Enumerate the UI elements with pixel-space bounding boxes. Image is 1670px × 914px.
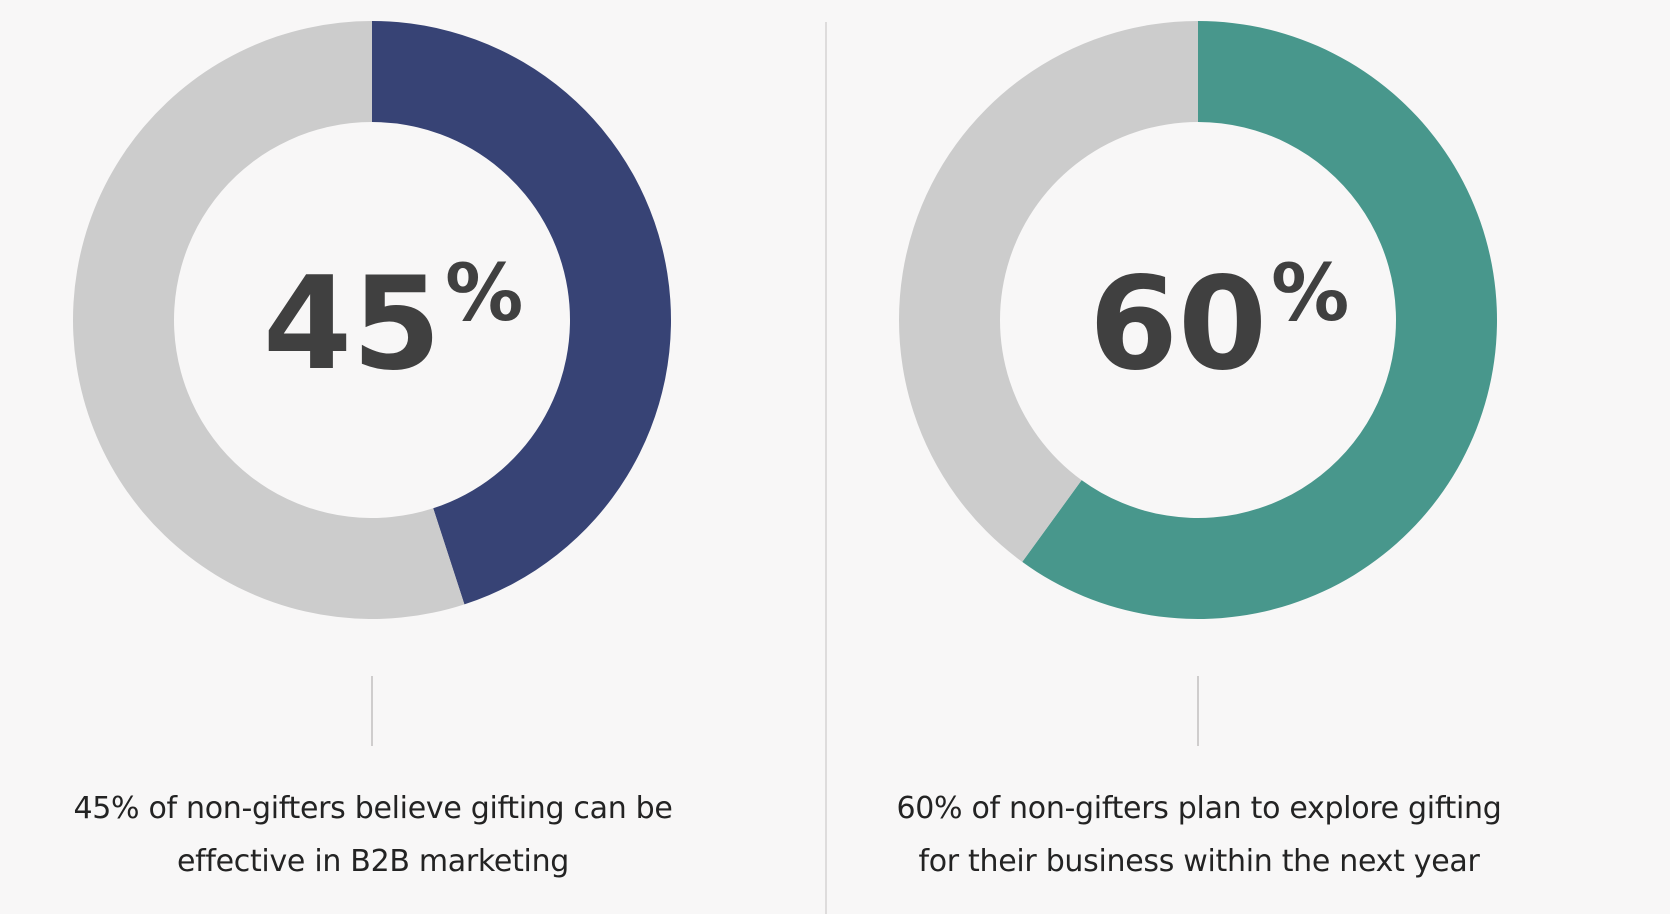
donut-slice-value [372,21,671,605]
panel-divider [825,22,827,914]
donut-chart-right: 60 % [899,21,1497,619]
center-unit: % [1271,249,1349,339]
chart-panel-right: 60 % 60% of non-gifters plan to explore … [826,0,1661,914]
center-value: 45 [263,250,441,399]
caption: 45% of non-gifters believe gifting can b… [0,782,753,888]
caption-line-2: for their business within the next year [918,844,1480,879]
donut-slice-value [1022,21,1497,619]
caption-line-1: 45% of non-gifters believe gifting can b… [73,791,673,826]
donut-slice-remainder [72,21,465,619]
caption-line-2: effective in B2B marketing [176,844,570,879]
center-value: 60 [1089,250,1267,399]
donut-slice-remainder [899,21,1198,562]
donut-chart-left: 45 % [72,21,671,619]
chart-panel-left: 45 % 45% of non-gifters believe gifting … [0,21,753,888]
center-unit: % [445,249,523,339]
caption-line-1: 60% of non-gifters plan to explore gifti… [896,791,1502,826]
connector-line [1197,676,1199,746]
connector-line [371,676,373,746]
caption: 60% of non-gifters plan to explore gifti… [819,782,1579,888]
